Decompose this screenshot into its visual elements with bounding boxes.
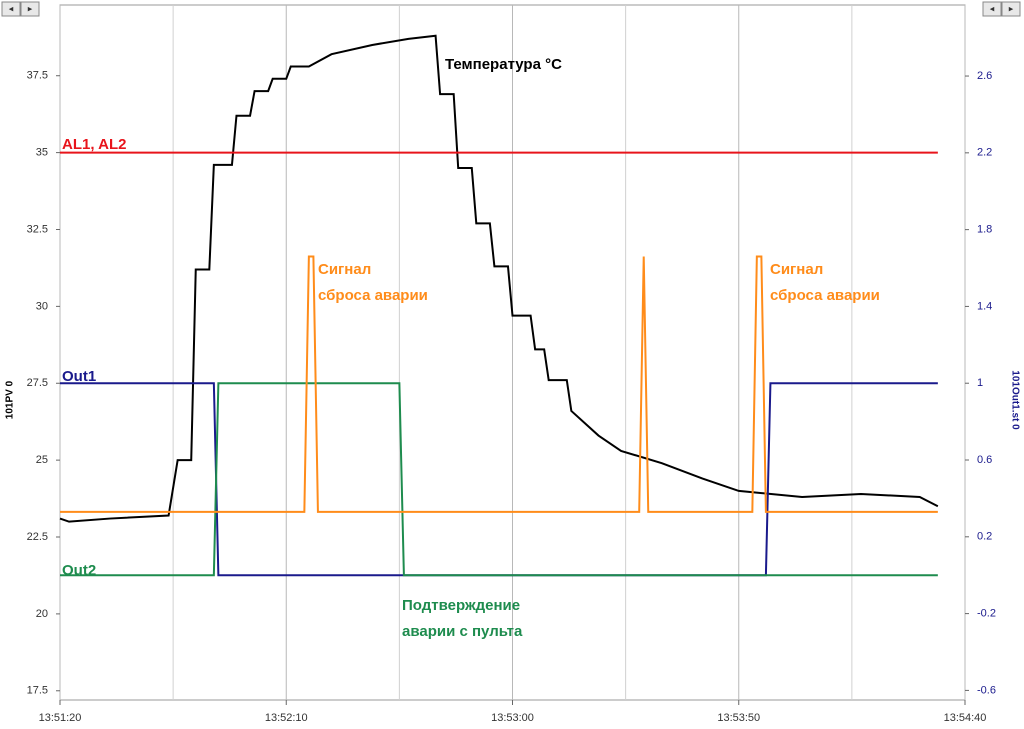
svg-text:◂: ◂ (9, 3, 14, 13)
y2-tick-label: 1.4 (977, 300, 992, 312)
y-tick-label: 35 (36, 147, 48, 159)
y-tick-label: 20 (36, 608, 48, 620)
y2-tick-label: 0.6 (977, 454, 992, 466)
series-label: AL1, AL2 (62, 136, 126, 153)
series-line (60, 382, 938, 577)
scroll-right[interactable]: ◂ ▸ (982, 1, 1021, 17)
annotation: сброса аварии (318, 287, 428, 304)
y-axis-title: 101PV 0 (5, 380, 16, 419)
svg-text:▸: ▸ (1009, 3, 1014, 13)
series-label: Out1 (62, 368, 96, 385)
y-tick-label: 37.5 (27, 70, 48, 82)
y2-tick-label: 0.2 (977, 531, 992, 543)
annotation: Подтверждение (402, 597, 520, 614)
y2-tick-label: 2.2 (977, 147, 992, 159)
svg-text:◂: ◂ (990, 3, 995, 13)
scroll-left[interactable]: ◂ ▸ (1, 1, 40, 17)
y-tick-label: 30 (36, 300, 48, 312)
annotation: Сигнал (318, 261, 371, 278)
y2-tick-label: -0.2 (977, 608, 996, 620)
y2-tick-label: 1 (977, 377, 983, 389)
annotation: Сигнал (770, 261, 823, 278)
x-tick-label: 13:51:20 (39, 712, 82, 724)
y2-tick-label: -0.6 (977, 684, 996, 696)
series-line (59, 34, 939, 523)
y2-tick-label: 2.6 (977, 70, 992, 82)
y-tick-label: 27.5 (27, 377, 48, 389)
x-tick-label: 13:53:00 (491, 712, 534, 724)
y-tick-label: 25 (36, 454, 48, 466)
series-label: Температура °C (445, 56, 562, 73)
svg-text:▸: ▸ (28, 3, 33, 13)
series-line (60, 255, 938, 513)
x-tick-label: 13:52:10 (265, 712, 308, 724)
y-tick-label: 22.5 (27, 531, 48, 543)
y2-tick-label: 1.8 (977, 224, 992, 236)
y-tick-label: 32.5 (27, 223, 48, 235)
annotation: аварии с пульта (402, 623, 523, 640)
y2-axis-title: 101Out1.st 0 (1009, 370, 1020, 430)
y-tick-label: 17.5 (27, 685, 48, 697)
series-label: Out2 (62, 562, 96, 579)
annotation: сброса аварии (770, 287, 880, 304)
x-tick-label: 13:54:40 (944, 712, 987, 724)
x-tick-label: 13:53:50 (717, 712, 760, 724)
